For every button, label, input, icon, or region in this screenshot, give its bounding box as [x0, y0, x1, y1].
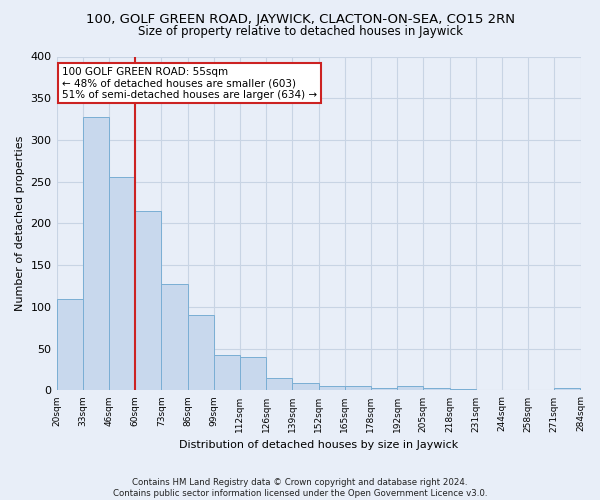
Text: Contains HM Land Registry data © Crown copyright and database right 2024.
Contai: Contains HM Land Registry data © Crown c… [113, 478, 487, 498]
Text: 100 GOLF GREEN ROAD: 55sqm
← 48% of detached houses are smaller (603)
51% of sem: 100 GOLF GREEN ROAD: 55sqm ← 48% of deta… [62, 66, 317, 100]
Bar [345, 386, 371, 390]
Bar [319, 386, 345, 390]
Y-axis label: Number of detached properties: Number of detached properties [15, 136, 25, 311]
Bar [240, 357, 266, 390]
Bar [424, 388, 449, 390]
Bar [188, 316, 214, 390]
Text: 100, GOLF GREEN ROAD, JAYWICK, CLACTON-ON-SEA, CO15 2RN: 100, GOLF GREEN ROAD, JAYWICK, CLACTON-O… [86, 12, 515, 26]
Bar [109, 176, 135, 390]
X-axis label: Distribution of detached houses by size in Jaywick: Distribution of detached houses by size … [179, 440, 458, 450]
Bar [161, 284, 188, 391]
Bar [135, 211, 161, 390]
Bar [83, 116, 109, 390]
Bar [266, 378, 292, 390]
Text: Size of property relative to detached houses in Jaywick: Size of property relative to detached ho… [137, 25, 463, 38]
Bar [214, 354, 240, 390]
Bar [554, 388, 580, 390]
Bar [371, 388, 397, 390]
Bar [292, 383, 319, 390]
Bar [397, 386, 424, 390]
Bar [56, 298, 83, 390]
Bar [449, 389, 476, 390]
